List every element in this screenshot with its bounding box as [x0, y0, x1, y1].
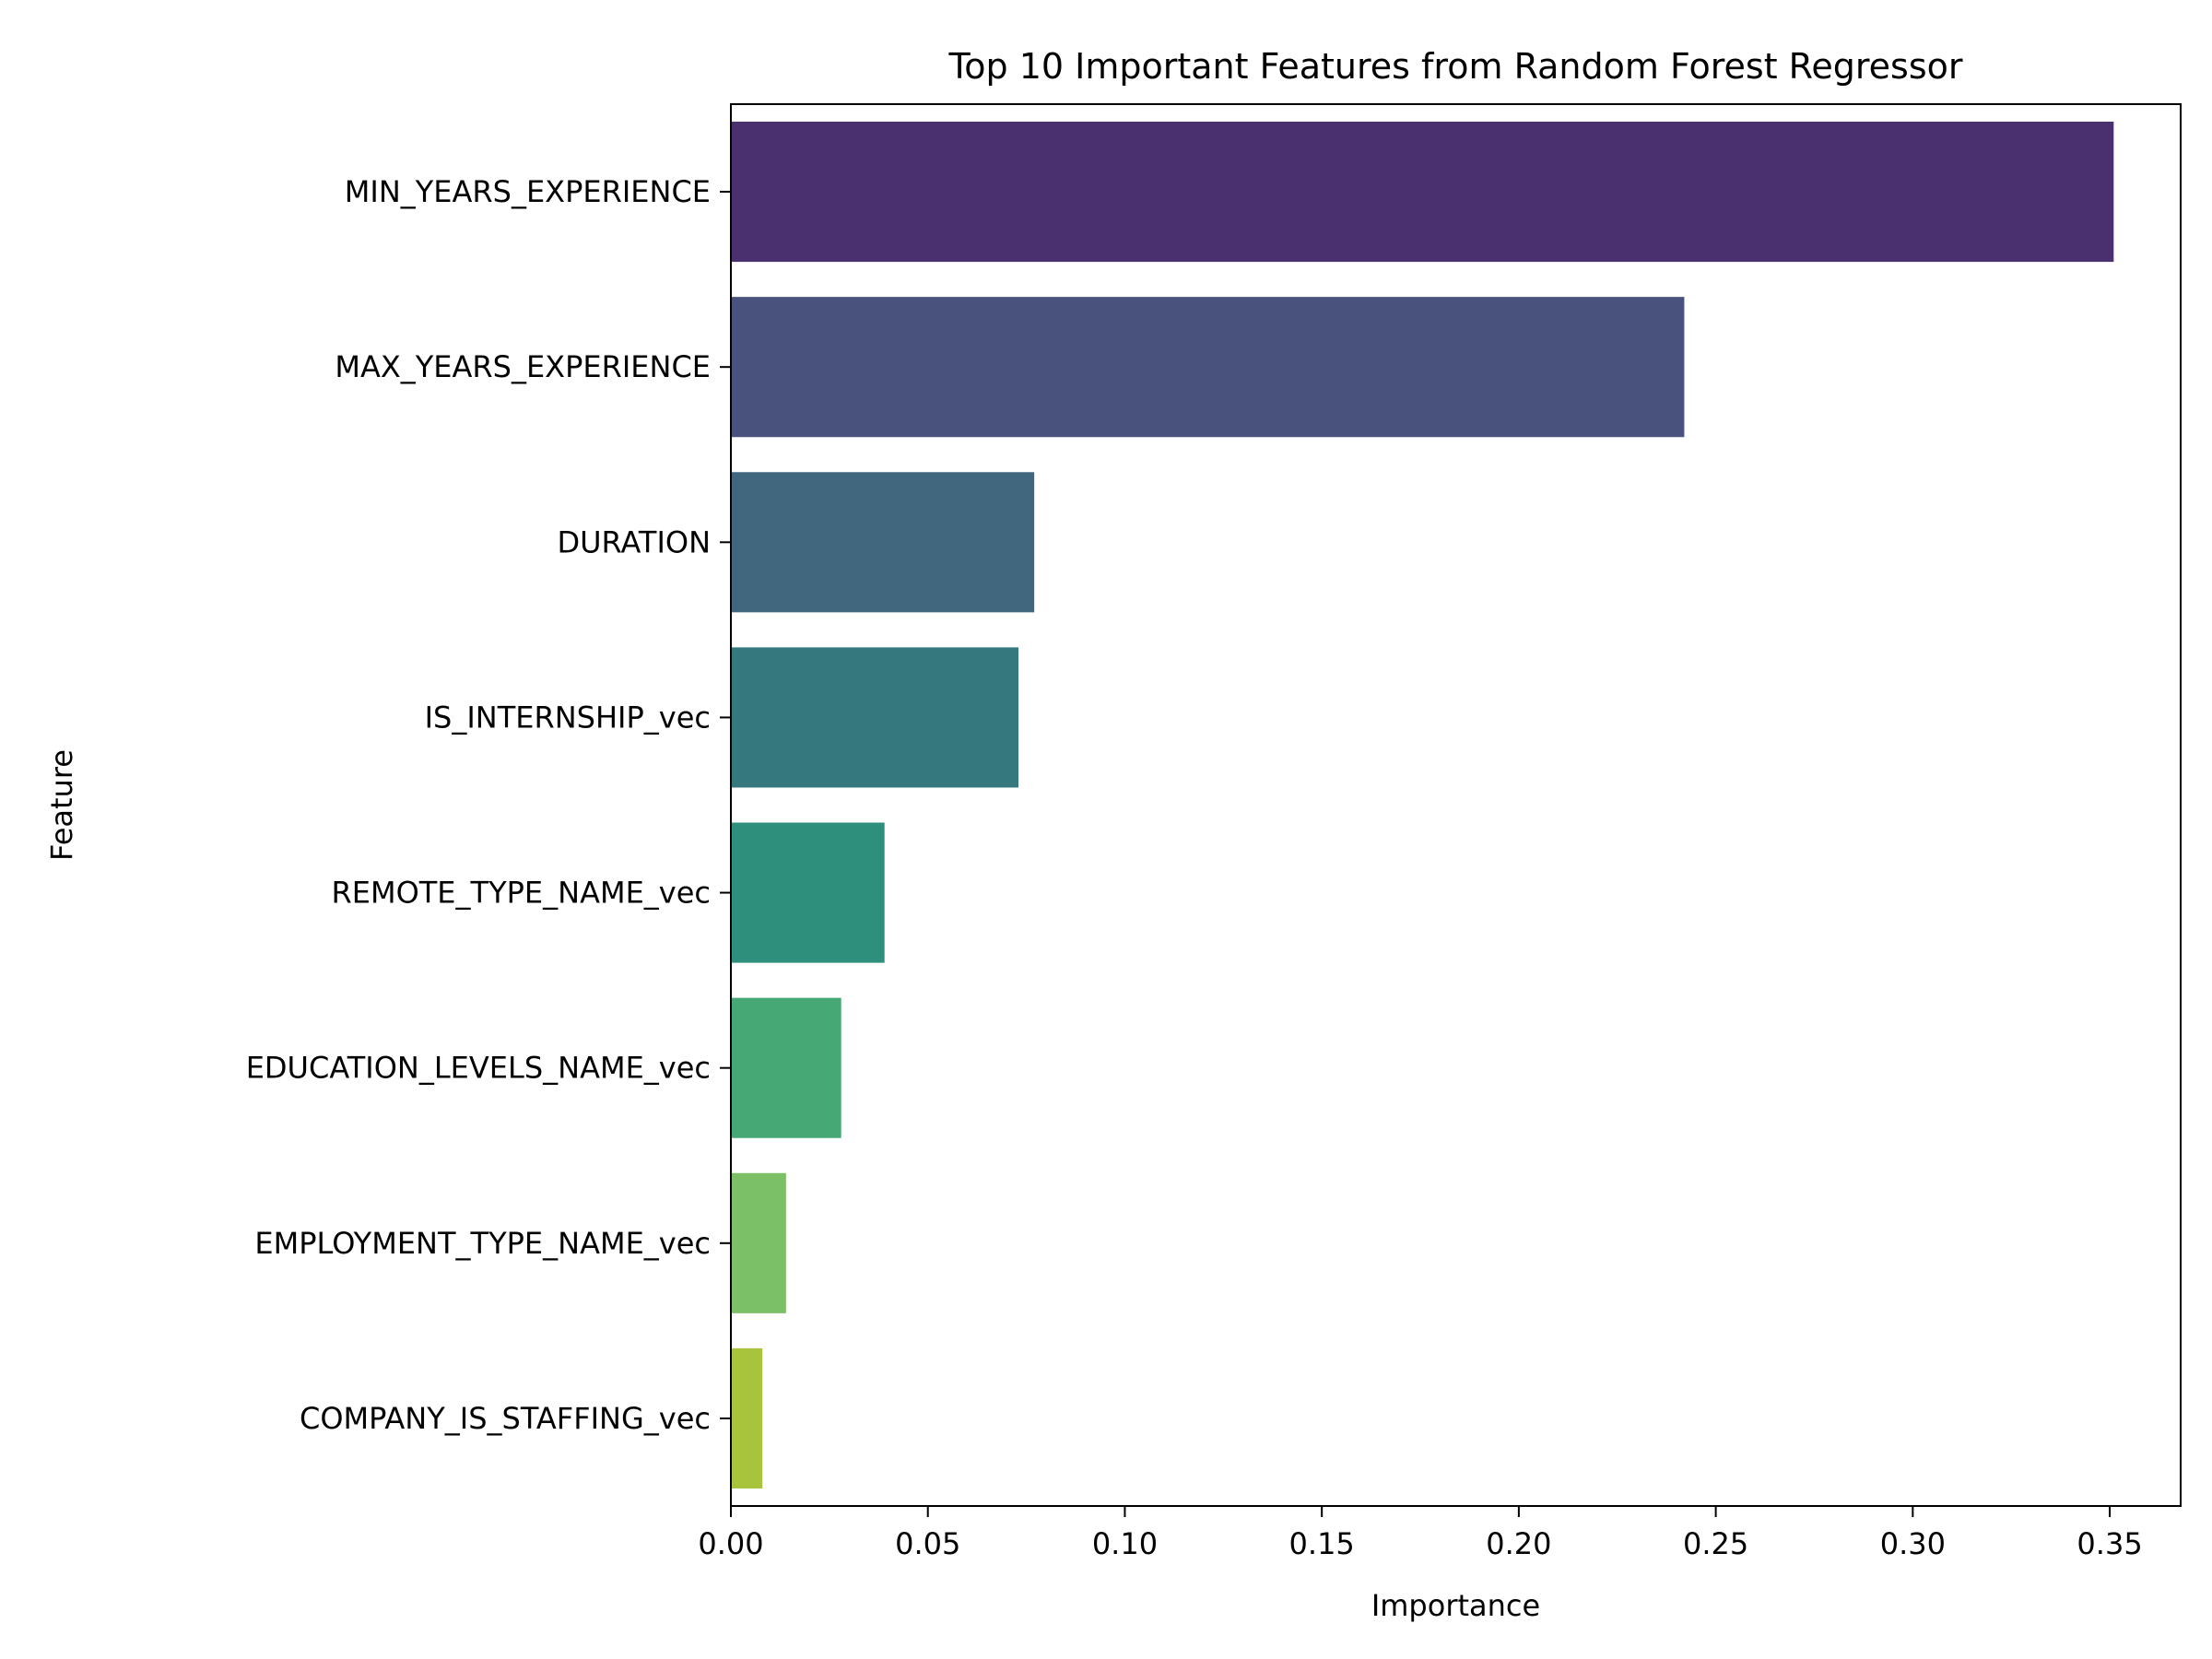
bar-1 [731, 297, 1685, 438]
x-tick-label: 0.00 [698, 1526, 763, 1561]
y-tick-label: IS_INTERNSHIP_vec [425, 700, 711, 735]
x-tick-label: 0.35 [2077, 1526, 2142, 1561]
x-tick-label: 0.25 [1683, 1526, 1748, 1561]
bar-2 [731, 472, 1035, 613]
y-tick-label: MAX_YEARS_EXPERIENCE [335, 349, 711, 384]
plot-frame [730, 103, 2182, 1507]
x-tick-label: 0.30 [1880, 1526, 1946, 1561]
chart-title: Top 10 Important Features from Random Fo… [947, 46, 1962, 87]
y-tick-label: DURATION [557, 524, 711, 559]
bar-0 [731, 122, 2114, 263]
y-tick-label: EMPLOYMENT_TYPE_NAME_vec [254, 1226, 711, 1261]
x-tick-label: 0.10 [1092, 1526, 1158, 1561]
y-axis-ticks: MIN_YEARS_EXPERIENCE MAX_YEARS_EXPERIENCE… [246, 174, 731, 1436]
y-tick-label: REMOTE_TYPE_NAME_vec [332, 876, 712, 911]
bar-6 [731, 1172, 786, 1313]
bar-4 [731, 822, 885, 963]
x-axis-ticks: 0.00 0.05 0.10 0.15 0.20 0.25 0.30 0.35 [698, 1506, 2143, 1561]
y-tick-label: EDUCATION_LEVELS_NAME_vec [246, 1051, 711, 1086]
bar-3 [731, 647, 1019, 788]
bar-7 [731, 1347, 763, 1488]
x-tick-label: 0.15 [1289, 1526, 1355, 1561]
x-tick-label: 0.05 [895, 1526, 960, 1561]
x-tick-label: 0.20 [1486, 1526, 1551, 1561]
x-axis-label: Importance [1371, 1588, 1540, 1623]
y-tick-label: COMPANY_IS_STAFFING_vec [300, 1401, 711, 1436]
y-axis-label: Feature [44, 749, 79, 861]
bars-group [731, 122, 2114, 1488]
y-tick-label: MIN_YEARS_EXPERIENCE [345, 174, 711, 209]
bar-5 [731, 997, 841, 1138]
